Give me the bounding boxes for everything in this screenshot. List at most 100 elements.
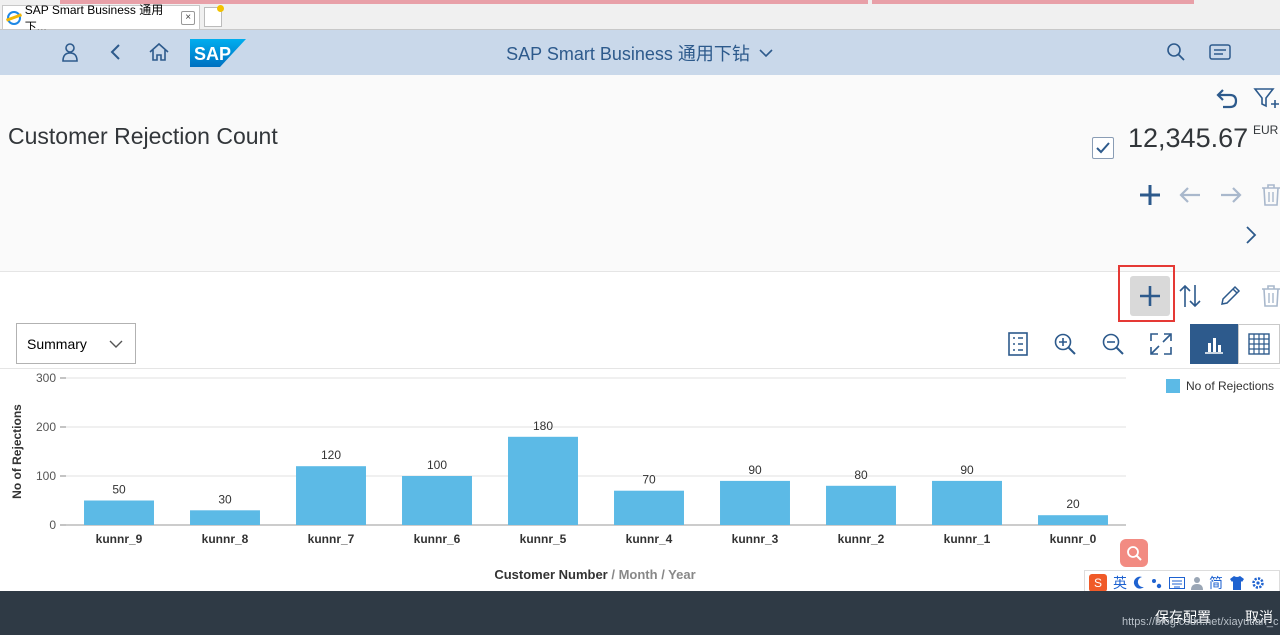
chevron-down-icon — [109, 340, 123, 348]
highlight-frame — [1118, 265, 1175, 322]
browser-strip-decor — [60, 0, 868, 4]
fullscreen-icon[interactable] — [1146, 329, 1176, 359]
x-tick-label: kunnr_3 — [732, 532, 779, 546]
delete-icon[interactable] — [1256, 180, 1280, 210]
bar — [508, 436, 578, 525]
edit-icon[interactable] — [1215, 281, 1245, 311]
data-label: 20 — [1066, 497, 1080, 511]
legend-swatch — [1166, 379, 1180, 393]
page-title: Customer Rejection Count — [8, 123, 278, 149]
kpi-value: 12,345.67 — [1128, 123, 1249, 153]
data-label: 100 — [427, 458, 447, 472]
browser-tab-strip: SAP Smart Business 通用下... × — [0, 0, 1280, 34]
delete-chart-icon[interactable] — [1256, 281, 1280, 311]
y-tick-label: 0 — [49, 518, 56, 532]
x-tick-label: kunnr_1 — [944, 532, 991, 546]
bar — [614, 490, 684, 525]
x-tick-label: kunnr_8 — [202, 532, 249, 546]
zoom-out-icon[interactable] — [1098, 329, 1128, 359]
chart-toolbar — [0, 272, 1280, 368]
bar — [826, 485, 896, 525]
chart-view-button[interactable] — [1190, 324, 1238, 364]
close-icon[interactable]: × — [181, 10, 195, 25]
home-icon[interactable] — [147, 40, 171, 64]
x-tick-label: kunnr_2 — [838, 532, 885, 546]
user-icon[interactable] — [1191, 576, 1203, 590]
bar — [84, 500, 154, 525]
ime-language[interactable]: 英 — [1113, 574, 1127, 591]
browser-strip-decor — [872, 0, 1194, 4]
y-tick-label: 100 — [36, 469, 56, 483]
x-tick-label: kunnr_0 — [1050, 532, 1097, 546]
kpi-unit: EUR — [1253, 123, 1279, 137]
footer-bar: 保存配置 取消 — [0, 591, 1280, 635]
sap-logo-text: SAP — [194, 44, 231, 64]
keyboard-icon[interactable] — [1169, 576, 1185, 589]
bar-chart-icon — [1205, 338, 1223, 354]
zoom-in-icon[interactable] — [1050, 329, 1080, 359]
data-label: 80 — [854, 468, 868, 482]
ime-logo-icon[interactable]: S — [1089, 573, 1107, 592]
data-label: 180 — [533, 419, 553, 433]
search-icon[interactable] — [1164, 40, 1188, 64]
x-axis-label: Customer Number — [494, 567, 608, 582]
y-tick-label: 300 — [36, 371, 56, 385]
add-chart-button[interactable] — [1130, 276, 1170, 316]
data-label: 30 — [218, 492, 232, 506]
browser-tab[interactable]: SAP Smart Business 通用下... × — [2, 3, 200, 34]
bar-chart: 0 100 200 300 No of Rejections 50 kunnr_9 30 kun… — [10, 371, 1126, 546]
x-tick-label: kunnr_6 — [414, 532, 461, 546]
x-tick-label: kunnr_4 — [626, 532, 673, 546]
user-icon[interactable] — [58, 40, 82, 64]
data-label: 120 — [321, 448, 341, 462]
kpi-checkbox[interactable] — [1092, 137, 1114, 159]
shell-bar: SAP SAP Smart Business 通用下钻 — [0, 30, 1280, 75]
data-label: 50 — [112, 483, 126, 497]
data-label: 90 — [748, 463, 762, 477]
legend-toggle-icon[interactable] — [1003, 329, 1033, 359]
bar — [720, 480, 790, 525]
x-axis-label-suffix[interactable]: / Month / Year — [611, 567, 696, 582]
undo-icon[interactable] — [1212, 83, 1242, 113]
sap-logo[interactable]: SAP — [190, 39, 246, 67]
bar — [402, 476, 472, 525]
chart-legend[interactable]: No of Rejections — [1166, 379, 1274, 393]
arrow-right-icon[interactable] — [1216, 180, 1246, 210]
cancel-button[interactable]: 取消 — [1245, 609, 1273, 625]
bar — [1038, 515, 1108, 525]
sort-icon[interactable] — [1175, 281, 1205, 311]
bar — [190, 510, 260, 525]
table-view-button[interactable] — [1238, 324, 1280, 364]
add-icon[interactable] — [1135, 180, 1165, 210]
x-tick-label: kunnr_7 — [308, 532, 355, 546]
menu-icon[interactable] — [1208, 40, 1232, 64]
search-icon — [1127, 546, 1142, 561]
bar — [932, 480, 1002, 525]
view-select[interactable]: Summary — [16, 323, 136, 364]
table-icon — [1248, 333, 1270, 355]
skin-icon[interactable] — [1229, 575, 1245, 590]
arrow-left-icon[interactable] — [1175, 180, 1205, 210]
shell-title[interactable]: SAP Smart Business 通用下钻 — [506, 43, 750, 64]
new-tab-icon[interactable] — [204, 5, 224, 27]
punctuation-icon[interactable] — [1151, 577, 1163, 589]
y-axis-label: No of Rejections — [10, 404, 24, 499]
bar — [296, 466, 366, 525]
moon-icon[interactable] — [1133, 576, 1145, 590]
chevron-down-icon[interactable] — [758, 45, 774, 61]
floating-search-button[interactable] — [1120, 539, 1148, 567]
add-filter-icon[interactable] — [1252, 83, 1280, 113]
x-tick-label: kunnr_9 — [96, 532, 143, 546]
watermark: https://blog.csdn.net/xiayutian_c — [1122, 616, 1279, 628]
chart-area: 0 100 200 300 No of Rejections 50 kunnr_9 30 kun… — [0, 368, 1280, 590]
back-icon[interactable] — [104, 40, 128, 64]
legend-label: No of Rejections — [1186, 379, 1275, 393]
chevron-right-icon[interactable] — [1236, 220, 1266, 250]
gear-icon[interactable] — [1251, 576, 1265, 590]
check-icon — [1096, 142, 1110, 154]
save-config-button[interactable]: 保存配置 — [1155, 609, 1211, 625]
view-select-value: Summary — [27, 335, 87, 352]
ime-simplified[interactable]: 简 — [1209, 574, 1223, 591]
add-icon — [1140, 286, 1160, 306]
browser-icon — [7, 10, 21, 25]
